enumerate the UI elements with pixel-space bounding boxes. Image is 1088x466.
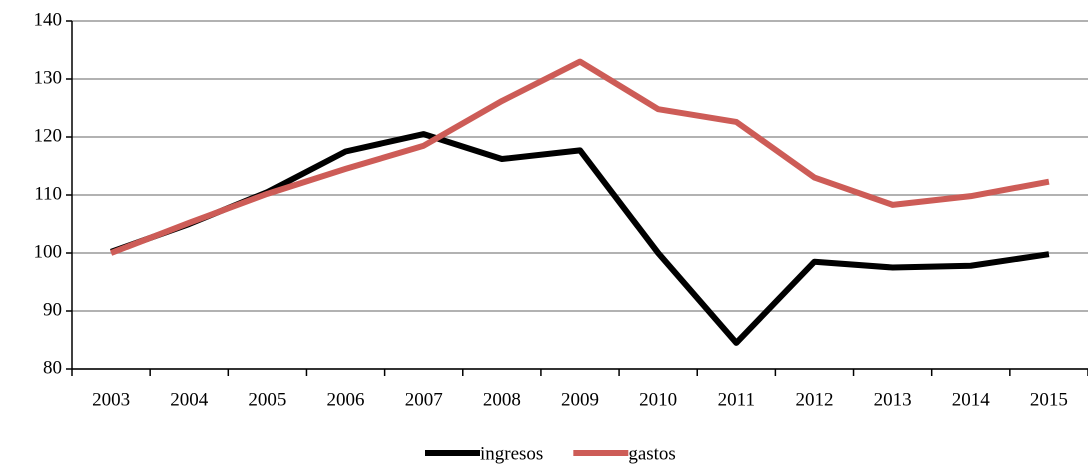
data-line bbox=[109, 58, 1050, 256]
y-tick-label: 80 bbox=[43, 357, 62, 378]
x-tick-label: 2014 bbox=[952, 389, 991, 410]
y-tick-label: 110 bbox=[34, 183, 62, 204]
x-tick-label: 2010 bbox=[639, 389, 677, 410]
x-tick-label: 2011 bbox=[718, 389, 755, 410]
x-tick-label: 2003 bbox=[92, 389, 130, 410]
x-tick-label: 2008 bbox=[483, 389, 521, 410]
legend-label: gastos bbox=[628, 443, 676, 464]
x-tick-label: 2009 bbox=[561, 389, 599, 410]
x-tick-label: 2005 bbox=[248, 389, 286, 410]
x-tick-label: 2013 bbox=[874, 389, 912, 410]
y-tick-label: 90 bbox=[43, 299, 62, 320]
x-tick-label: 2015 bbox=[1030, 389, 1068, 410]
y-tick-label: 100 bbox=[34, 241, 63, 262]
x-tick-label: 2007 bbox=[405, 389, 443, 410]
x-tick-label: 2012 bbox=[795, 389, 833, 410]
x-tick-label: 2004 bbox=[170, 389, 209, 410]
legend-label: ingresos bbox=[480, 443, 543, 464]
y-tick-label: 140 bbox=[34, 9, 63, 30]
y-tick-label: 130 bbox=[34, 67, 63, 88]
x-tick-label: 2006 bbox=[327, 389, 365, 410]
y-tick-label: 120 bbox=[34, 125, 63, 146]
